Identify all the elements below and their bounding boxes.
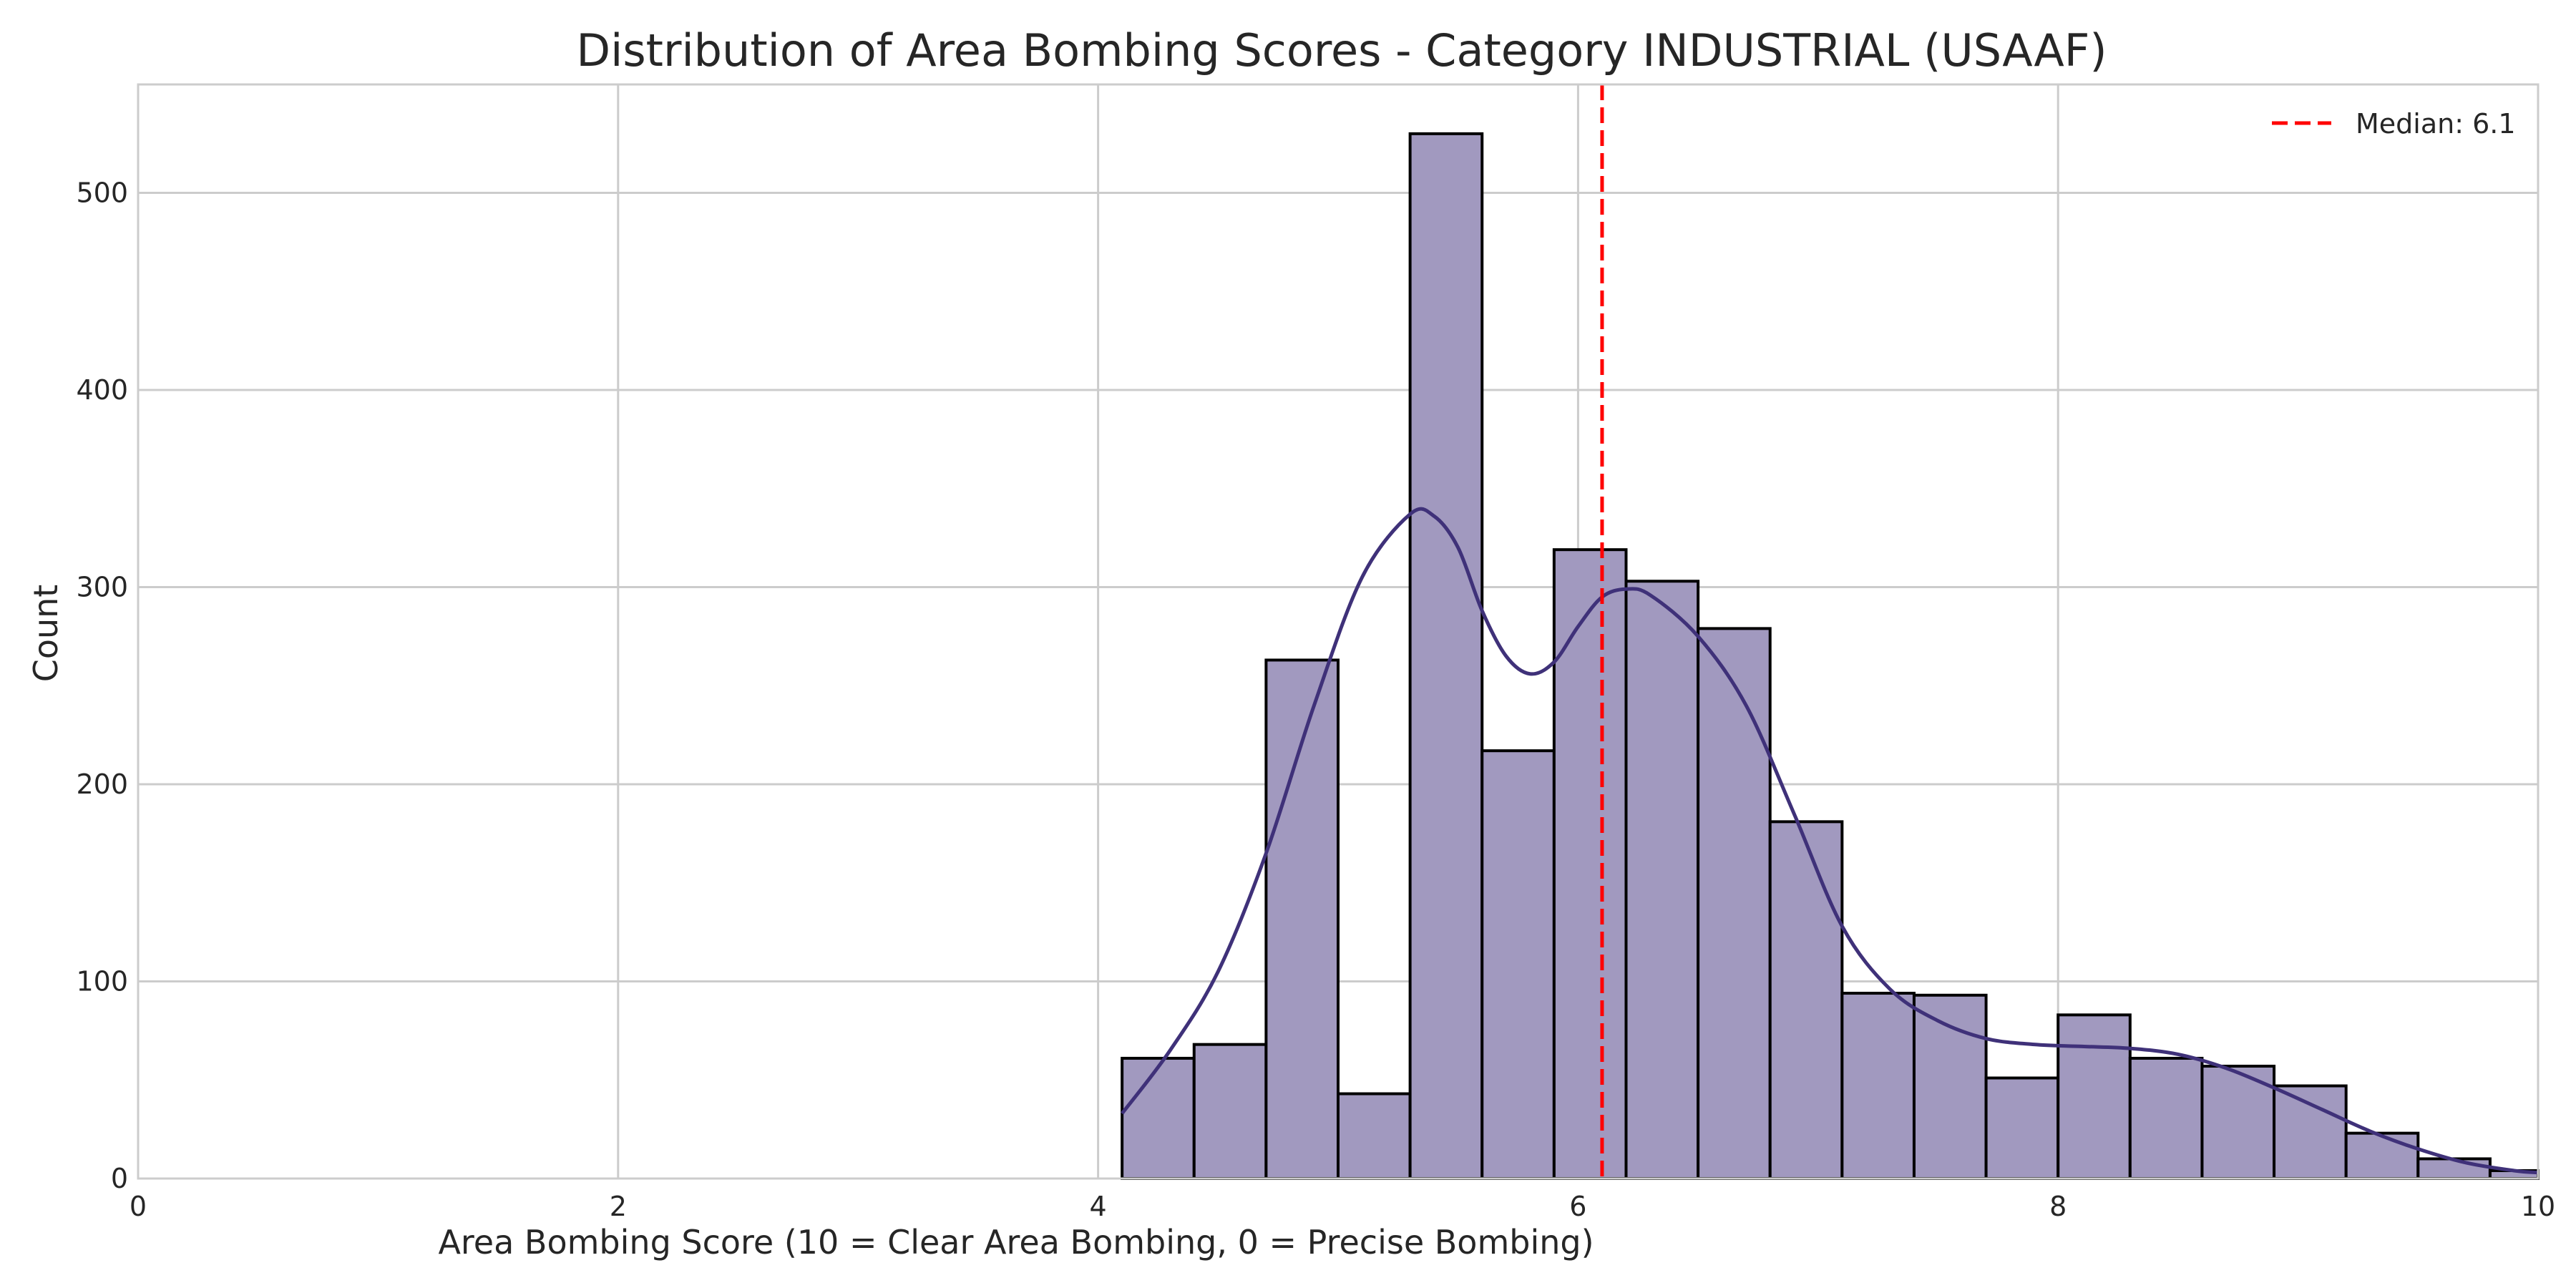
histogram-bar xyxy=(1624,580,1700,1180)
y-tick-label: 0 xyxy=(111,1163,128,1194)
x-tick-label: 6 xyxy=(1569,1191,1586,1222)
histogram-bar xyxy=(1912,993,1988,1180)
x-axis-ticks: 0 2 4 6 8 10 xyxy=(130,1191,2555,1222)
x-tick-label: 0 xyxy=(130,1191,147,1222)
chart-title: Distribution of Area Bombing Scores - Ca… xyxy=(576,24,2107,77)
histogram-bar xyxy=(1697,627,1772,1180)
histogram-bar xyxy=(1768,820,1844,1180)
histogram-bar xyxy=(1192,1043,1268,1181)
histogram-bar xyxy=(2128,1056,2204,1180)
x-tick-label: 8 xyxy=(2049,1191,2067,1222)
histogram-bar xyxy=(2344,1131,2420,1180)
y-tick-label: 300 xyxy=(76,572,128,603)
histogram-bar xyxy=(2057,1013,2132,1180)
histogram-bar xyxy=(1840,992,1916,1180)
kde-curve xyxy=(1121,507,2539,1175)
plot-frame xyxy=(137,83,2540,1180)
x-axis-label: Area Bombing Score (10 = Clear Area Bomb… xyxy=(438,1223,1594,1262)
histogram-bar xyxy=(1552,548,1628,1180)
x-tick-label: 2 xyxy=(610,1191,627,1222)
y-axis-label: Count xyxy=(26,585,65,683)
kde-line xyxy=(1121,507,2539,1175)
y-axis-ticks: 0 100 200 300 400 500 xyxy=(76,177,128,1194)
legend: Median: 6.1 xyxy=(2272,108,2516,140)
histogram-bar xyxy=(1408,132,1484,1180)
y-tick-label: 200 xyxy=(76,769,128,800)
legend-median-label: Median: 6.1 xyxy=(2356,108,2516,140)
histogram-bar xyxy=(1337,1092,1412,1181)
histogram-bar xyxy=(1121,1056,1196,1180)
histogram-bars xyxy=(1121,132,2540,1181)
y-tick-label: 500 xyxy=(76,177,128,209)
histogram-bar xyxy=(1984,1076,2060,1181)
histogram-bar xyxy=(2416,1157,2492,1180)
x-tick-label: 4 xyxy=(1090,1191,1107,1222)
y-tick-label: 100 xyxy=(76,966,128,997)
x-tick-label: 10 xyxy=(2521,1191,2555,1222)
histogram-bar xyxy=(1480,749,1556,1180)
y-tick-label: 400 xyxy=(76,374,128,406)
histogram-bar xyxy=(2273,1084,2348,1180)
